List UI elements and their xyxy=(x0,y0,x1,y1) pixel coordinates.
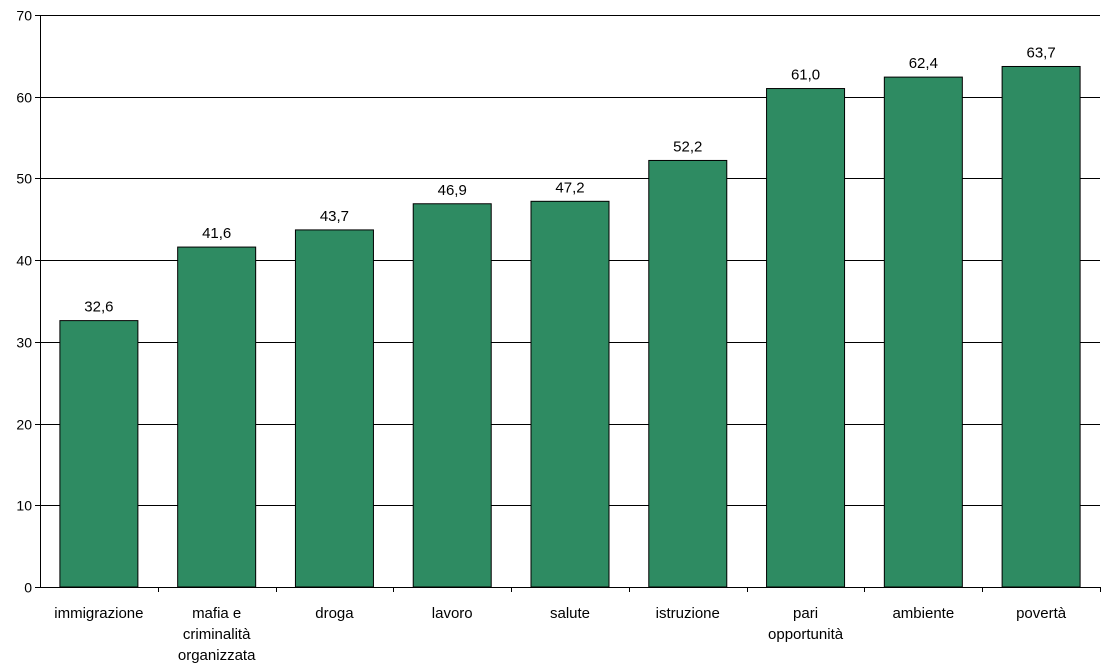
x-tick-label-line: lavoro xyxy=(432,605,473,622)
labels: 0 10 20 30 40 50 60 70 32,6 immigrazione 41,6 mafia… xyxy=(16,8,1066,665)
bar-value-label: 63,7 xyxy=(1027,44,1056,61)
bar xyxy=(294,229,374,588)
x-tick-label-line: organizzata xyxy=(178,647,256,664)
x-tick-label: droga xyxy=(315,605,354,622)
x-tick-label: pari opportunità xyxy=(768,605,844,643)
bars xyxy=(59,65,1081,588)
bar xyxy=(1001,65,1081,588)
y-tick-label: 0 xyxy=(24,580,32,596)
axes xyxy=(35,15,1101,592)
y-tick-label: 60 xyxy=(16,90,32,106)
x-tick-label-line: mafia e xyxy=(192,605,241,622)
bar-value-label: 61,0 xyxy=(791,67,820,84)
y-tick-label: 50 xyxy=(16,171,32,187)
bar xyxy=(412,203,492,588)
y-tick-label: 40 xyxy=(16,253,32,269)
y-tick-label: 70 xyxy=(16,8,32,24)
bar xyxy=(648,159,728,588)
x-tick-label: istruzione xyxy=(656,605,720,622)
x-tick-label-line: salute xyxy=(550,605,590,622)
x-tick-label-line: istruzione xyxy=(656,605,720,622)
x-tick-label-line: ambiente xyxy=(892,605,954,622)
y-tick-label: 20 xyxy=(16,417,32,433)
y-tick-label: 10 xyxy=(16,498,32,514)
x-tick-label-line: pari xyxy=(793,605,818,622)
x-tick-label: mafia e criminalità organizzata xyxy=(178,605,256,664)
bar-value-label: 43,7 xyxy=(320,208,349,225)
bar-value-label: 41,6 xyxy=(202,225,231,242)
bar xyxy=(177,246,257,588)
x-tick-label: salute xyxy=(550,605,590,622)
x-tick-label-line: opportunità xyxy=(768,626,844,643)
bar xyxy=(766,88,846,588)
bar xyxy=(59,320,139,588)
x-tick-label-line: droga xyxy=(315,605,354,622)
bar-value-label: 32,6 xyxy=(84,299,113,316)
bar-value-label: 46,9 xyxy=(438,182,467,199)
x-tick-label-line: criminalità xyxy=(183,626,251,643)
x-tick-label: lavoro xyxy=(432,605,473,622)
y-tick-label: 30 xyxy=(16,335,32,351)
bar-value-label: 52,2 xyxy=(673,138,702,155)
x-tick-label-line: povertà xyxy=(1016,605,1067,622)
x-tick-label-line: immigrazione xyxy=(54,605,143,622)
x-tick-label: ambiente xyxy=(892,605,954,622)
bar-value-label: 62,4 xyxy=(909,55,938,72)
bar-value-label: 47,2 xyxy=(555,179,584,196)
bar xyxy=(530,200,610,588)
bar xyxy=(883,76,963,588)
x-tick-label: povertà xyxy=(1016,605,1067,622)
x-tick-label: immigrazione xyxy=(54,605,143,622)
